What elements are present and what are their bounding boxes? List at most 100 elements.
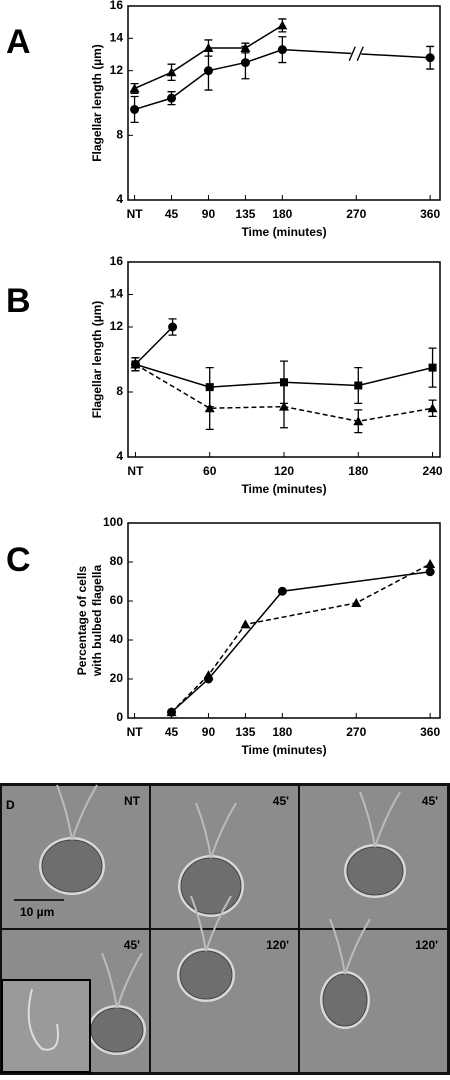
marker <box>130 104 140 114</box>
marker <box>425 558 436 568</box>
y-tick-label: 12 <box>110 63 124 77</box>
flagellum <box>190 895 232 952</box>
marker <box>280 378 288 387</box>
series-line <box>134 48 431 111</box>
x-tick-label: 45 <box>165 207 179 221</box>
y-tick-label: 8 <box>116 128 123 142</box>
cell-body <box>41 839 103 893</box>
marker <box>203 66 213 76</box>
time-label: 120' <box>266 938 289 952</box>
series-line <box>171 571 431 713</box>
x-tick-label: 360 <box>420 725 440 739</box>
time-label: 45' <box>273 794 289 808</box>
axis-break <box>351 45 362 62</box>
time-label: NT <box>124 794 141 808</box>
y-axis-label: with bulbed flagella <box>90 565 104 678</box>
time-label: 45' <box>124 938 140 952</box>
marker <box>240 43 251 53</box>
x-tick-label: 180 <box>272 725 292 739</box>
y-tick-label: 4 <box>116 192 123 206</box>
x-tick-label: 180 <box>348 464 368 478</box>
y-tick-label: 12 <box>110 319 124 333</box>
x-tick-label: 120 <box>274 464 294 478</box>
y-tick-label: 14 <box>110 287 124 301</box>
x-tick-label: 45 <box>165 725 179 739</box>
y-tick-label: 40 <box>110 632 124 646</box>
x-tick-label: 270 <box>346 725 366 739</box>
series-line <box>170 563 431 713</box>
cell-body <box>90 1007 144 1053</box>
plot-frame <box>127 5 441 201</box>
marker <box>203 670 214 680</box>
inset <box>1 979 91 1073</box>
cell-body <box>180 857 242 915</box>
marker <box>428 363 437 372</box>
marker <box>168 322 178 332</box>
marker <box>166 67 177 77</box>
time-label: 120' <box>415 938 438 952</box>
x-tick-label: 270 <box>346 207 366 221</box>
flagellum <box>56 784 98 841</box>
marker <box>240 619 251 629</box>
flagellum <box>195 802 237 859</box>
marker <box>427 403 438 413</box>
marker <box>425 53 435 63</box>
axis-break <box>348 46 356 61</box>
x-tick-label: NT <box>127 725 144 739</box>
marker <box>277 586 287 596</box>
marker <box>203 43 214 53</box>
plot-frame <box>127 522 441 719</box>
marker <box>277 45 287 55</box>
inset-flagellum <box>27 988 59 1051</box>
x-tick-label: 180 <box>272 207 292 221</box>
panel-label: D <box>6 798 15 812</box>
y-tick-label: 4 <box>116 449 123 463</box>
y-axis-label: Percentage of cells <box>75 565 89 675</box>
scale-bar-label: 10 µm <box>20 905 54 919</box>
x-tick-label: 135 <box>235 207 255 221</box>
marker <box>277 20 288 30</box>
cell-body <box>322 973 368 1027</box>
marker <box>240 58 250 68</box>
x-tick-label: 90 <box>202 207 216 221</box>
marker <box>204 403 215 413</box>
x-tick-label: 135 <box>235 725 255 739</box>
x-tick-label: 90 <box>202 725 216 739</box>
marker <box>167 93 177 103</box>
x-tick-label: 360 <box>420 207 440 221</box>
micrograph <box>151 930 298 1072</box>
y-tick-label: 20 <box>110 671 124 685</box>
x-tick-label: 240 <box>423 464 443 478</box>
marker <box>130 359 141 369</box>
cell-body <box>346 846 404 896</box>
y-tick-label: 100 <box>103 515 123 529</box>
y-tick-label: 60 <box>110 593 124 607</box>
cell-body <box>179 950 233 1000</box>
flagellum <box>329 918 371 975</box>
y-tick-label: 16 <box>110 0 124 12</box>
x-axis-label: Time (minutes) <box>241 225 326 239</box>
y-tick-label: 80 <box>110 554 124 568</box>
micrograph-panel: NT 45' 45' 45' 120' 120' D 10 µm <box>0 783 450 1075</box>
x-tick-label: 60 <box>203 464 217 478</box>
panel-label: A <box>6 23 31 61</box>
x-axis-label: Time (minutes) <box>241 482 326 496</box>
y-tick-label: 0 <box>116 710 123 724</box>
marker <box>353 416 364 426</box>
marker <box>129 83 140 93</box>
y-axis-label: Flagellar length (µm) <box>90 44 104 162</box>
marker <box>166 707 177 717</box>
marker <box>351 597 362 607</box>
y-tick-label: 14 <box>110 31 124 45</box>
axis-break <box>356 46 364 61</box>
series-line <box>134 326 174 365</box>
y-axis-label: Flagellar length (µm) <box>90 301 104 419</box>
marker <box>279 401 289 411</box>
y-tick-label: 16 <box>110 254 124 268</box>
panel-label: C <box>6 541 31 579</box>
flagellum <box>359 791 401 848</box>
x-tick-label: NT <box>127 464 144 478</box>
marker <box>425 567 435 577</box>
flagellum <box>101 952 143 1009</box>
